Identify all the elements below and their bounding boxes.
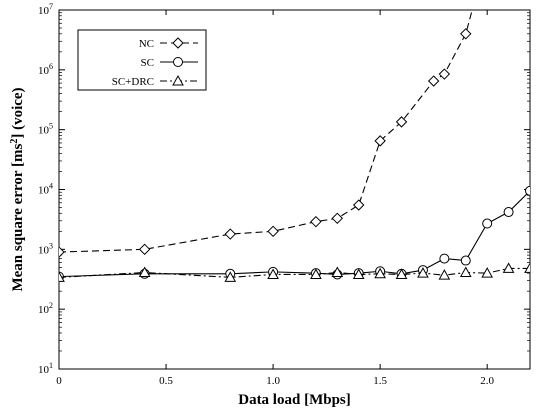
y-tick-base: 10 xyxy=(38,65,50,77)
legend-label: NC xyxy=(139,38,154,50)
series-line xyxy=(59,191,530,277)
y-tick-base: 10 xyxy=(38,185,50,197)
y-tick-exponent: 3 xyxy=(49,241,53,250)
data-point-diamond xyxy=(54,247,64,257)
data-point-diamond xyxy=(268,226,278,236)
data-point-diamond xyxy=(461,29,471,39)
x-tick-label: 1.0 xyxy=(266,375,280,387)
y-tick-exponent: 5 xyxy=(49,122,53,131)
data-point-diamond xyxy=(311,217,321,227)
data-point-diamond xyxy=(429,76,439,86)
x-tick-label: 0.5 xyxy=(159,375,173,387)
legend-label: SC xyxy=(141,57,154,69)
legend: NC SC SC+DRC xyxy=(78,30,206,90)
legend-label: SC+DRC xyxy=(112,76,154,88)
data-point-circle xyxy=(461,256,470,265)
data-point-triangle xyxy=(439,270,449,279)
x-tick-label: 1.5 xyxy=(373,375,387,387)
x-axis-title: Data load [Mbps] xyxy=(238,392,351,408)
y-tick-base: 10 xyxy=(38,5,50,17)
y-tick-exponent: 6 xyxy=(49,62,53,71)
data-point-circle xyxy=(526,186,535,195)
data-point-triangle xyxy=(461,268,471,277)
data-point-diamond xyxy=(140,244,150,254)
y-tick-base: 10 xyxy=(38,125,50,137)
legend-marker-circle xyxy=(174,58,183,67)
y-tick-label: 104 xyxy=(38,182,53,197)
y-tick-label: 106 xyxy=(38,62,53,77)
data-point-diamond xyxy=(439,69,449,79)
data-point-circle xyxy=(483,219,492,228)
data-point-diamond xyxy=(354,200,364,210)
y-tick-label: 101 xyxy=(38,361,53,376)
y-tick-exponent: 2 xyxy=(49,301,53,310)
y-tick-exponent: 7 xyxy=(49,2,53,11)
y-tick-label: 107 xyxy=(38,2,53,17)
data-point-diamond xyxy=(225,229,235,239)
y-tick-label: 102 xyxy=(38,301,53,316)
y-tick-label: 103 xyxy=(38,241,53,256)
y-axis-title: Mean square error [ms2] (voice) xyxy=(9,87,27,291)
series-sc xyxy=(55,186,535,281)
y-tick-exponent: 4 xyxy=(49,182,53,191)
data-point-circle xyxy=(504,208,513,217)
data-point-diamond xyxy=(332,213,342,223)
y-tick-exponent: 1 xyxy=(49,361,53,370)
data-point-circle xyxy=(440,254,449,263)
y-tick-base: 10 xyxy=(38,364,50,376)
x-tick-label: 0 xyxy=(56,375,62,387)
y-axis-title-main: Mean square error [ms xyxy=(10,144,26,292)
y-axis-title-tail: ] (voice) xyxy=(10,87,26,138)
y-tick-base: 10 xyxy=(38,244,50,256)
y-tick-label: 105 xyxy=(38,122,53,137)
x-tick-label: 2.0 xyxy=(480,375,494,387)
y-tick-base: 10 xyxy=(38,304,50,316)
